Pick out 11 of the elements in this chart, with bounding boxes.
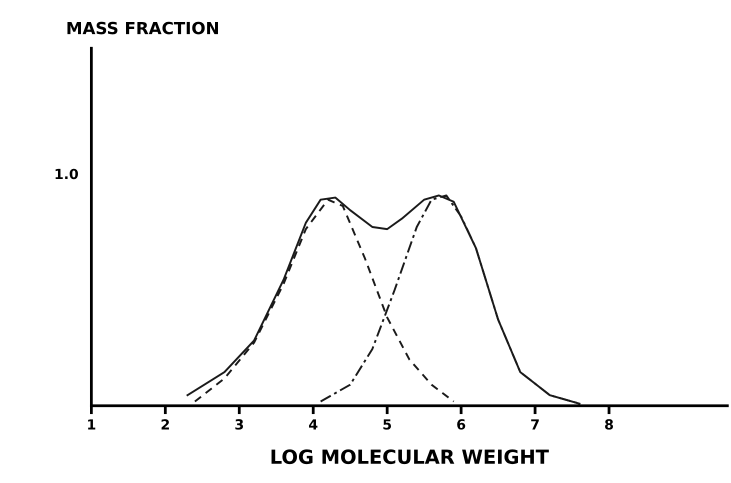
x-axis-title: LOG MOLECULAR WEIGHT (272, 449, 549, 464)
x-tick-label: 8 (605, 419, 613, 430)
x-tick-label: 5 (383, 419, 392, 430)
text: 1.0 (56, 168, 78, 180)
x-tick-label: 7 (531, 419, 539, 430)
x-tick-label: 2 (162, 419, 169, 430)
x-tick-label: 1 (88, 419, 96, 430)
x-tick-label: 6 (457, 419, 466, 430)
x-tick-label: 3 (235, 419, 243, 430)
x-tick-label: 4 (309, 419, 318, 430)
text: MASS FRACTION (67, 22, 218, 34)
